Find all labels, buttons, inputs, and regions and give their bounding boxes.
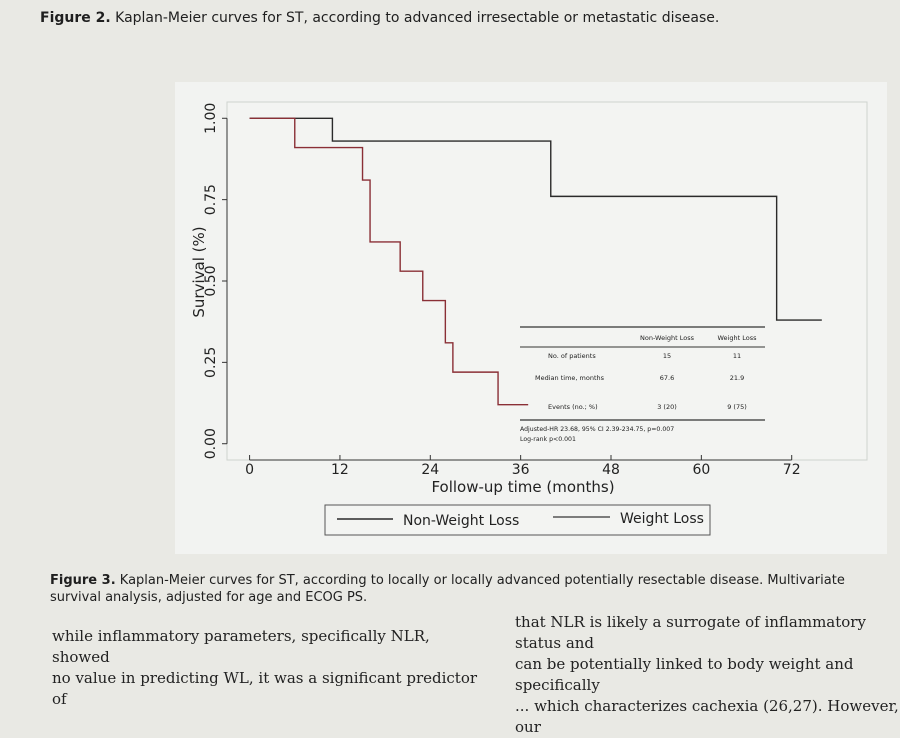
km-curve-non-weight-loss xyxy=(249,117,822,321)
body-line: while inflammatory parameters, specifica… xyxy=(52,627,430,666)
body-line: no value in predicting WL, it was a sign… xyxy=(52,669,478,708)
x-tick-label: 36 xyxy=(512,462,530,478)
y-tick-label: 0.25 xyxy=(203,347,219,378)
y-axis: 0.00 0.25 0.50 0.75 1.00 xyxy=(203,103,228,459)
figure-2-caption: Figure 2. Kaplan-Meier curves for ST, ac… xyxy=(40,10,719,26)
x-tick-label: 48 xyxy=(602,462,620,478)
y-axis-label: Survival (%) xyxy=(190,226,208,317)
table-cell: 9 (75) xyxy=(727,403,747,411)
table-row-label: Events (no.; %) xyxy=(548,403,598,411)
table-row-label: No. of patients xyxy=(548,352,596,360)
x-axis-label: Follow-up time (months) xyxy=(431,478,614,496)
table-cell: 15 xyxy=(663,352,671,360)
table-note-hr: Adjusted-HR 23.68, 95% CI 2.39-234.75, p… xyxy=(520,426,674,433)
x-tick-label: 24 xyxy=(421,462,439,478)
table-row-label: Median time, months xyxy=(535,374,605,382)
body-line: ... which characterizes cachexia (26,27)… xyxy=(515,697,899,736)
y-tick-label: 0.75 xyxy=(203,184,219,215)
x-tick-label: 0 xyxy=(245,462,254,478)
km-curve-weight-loss xyxy=(249,117,529,406)
y-tick-label: 0.50 xyxy=(203,265,219,296)
x-tick-label: 60 xyxy=(692,462,710,478)
kaplan-meier-chart: 0.00 0.25 0.50 0.75 1.00 0 12 24 36 48 60 72 Survi… xyxy=(190,101,868,536)
body-text-left-column: while inflammatory parameters, specifica… xyxy=(52,626,492,710)
figure-3-label: Figure 3. xyxy=(50,573,116,588)
table-note-logrank: Log-rank p<0.001 xyxy=(520,436,576,443)
table-cell: 11 xyxy=(733,352,741,360)
survival-curves xyxy=(249,117,822,406)
figure-3-caption: Figure 3. Kaplan-Meier curves for ST, ac… xyxy=(50,572,895,606)
figure-2-label: Figure 2. xyxy=(40,10,111,26)
x-tick-label: 12 xyxy=(331,462,349,478)
plot-area xyxy=(226,101,868,461)
table-col-header-weight-loss: Weight Loss xyxy=(718,334,758,342)
y-tick-label: 0.00 xyxy=(203,428,219,459)
legend-label-weight-loss: Weight Loss xyxy=(620,511,704,527)
table-cell: 67.6 xyxy=(660,374,674,382)
figure-2-text: Kaplan-Meier curves for ST, according to… xyxy=(115,10,720,26)
x-axis: 0 12 24 36 48 60 72 xyxy=(245,455,801,478)
legend-box xyxy=(324,504,711,536)
table-cell: 21.9 xyxy=(730,374,744,382)
table-col-header-non-weight-loss: Non-Weight Loss xyxy=(640,334,695,342)
body-line: can be potentially linked to body weight… xyxy=(515,655,854,694)
x-tick-label: 72 xyxy=(783,462,801,478)
figure-3-text: Kaplan-Meier curves for ST, according to… xyxy=(50,573,845,605)
y-tick-label: 1.00 xyxy=(203,103,219,134)
inset-table: Non-Weight Loss Weight Loss No. of patie… xyxy=(520,326,765,443)
table-cell: 3 (20) xyxy=(657,403,677,411)
legend-label-non-weight-loss: Non-Weight Loss xyxy=(403,513,519,529)
body-line: that NLR is likely a surrogate of inflam… xyxy=(515,613,866,652)
body-text-right-column: that NLR is likely a surrogate of inflam… xyxy=(515,612,900,738)
figure-3-panel: 0.00 0.25 0.50 0.75 1.00 0 12 24 36 48 60 72 Survi… xyxy=(175,82,887,554)
legend: Non-Weight Loss Weight Loss xyxy=(324,504,711,536)
